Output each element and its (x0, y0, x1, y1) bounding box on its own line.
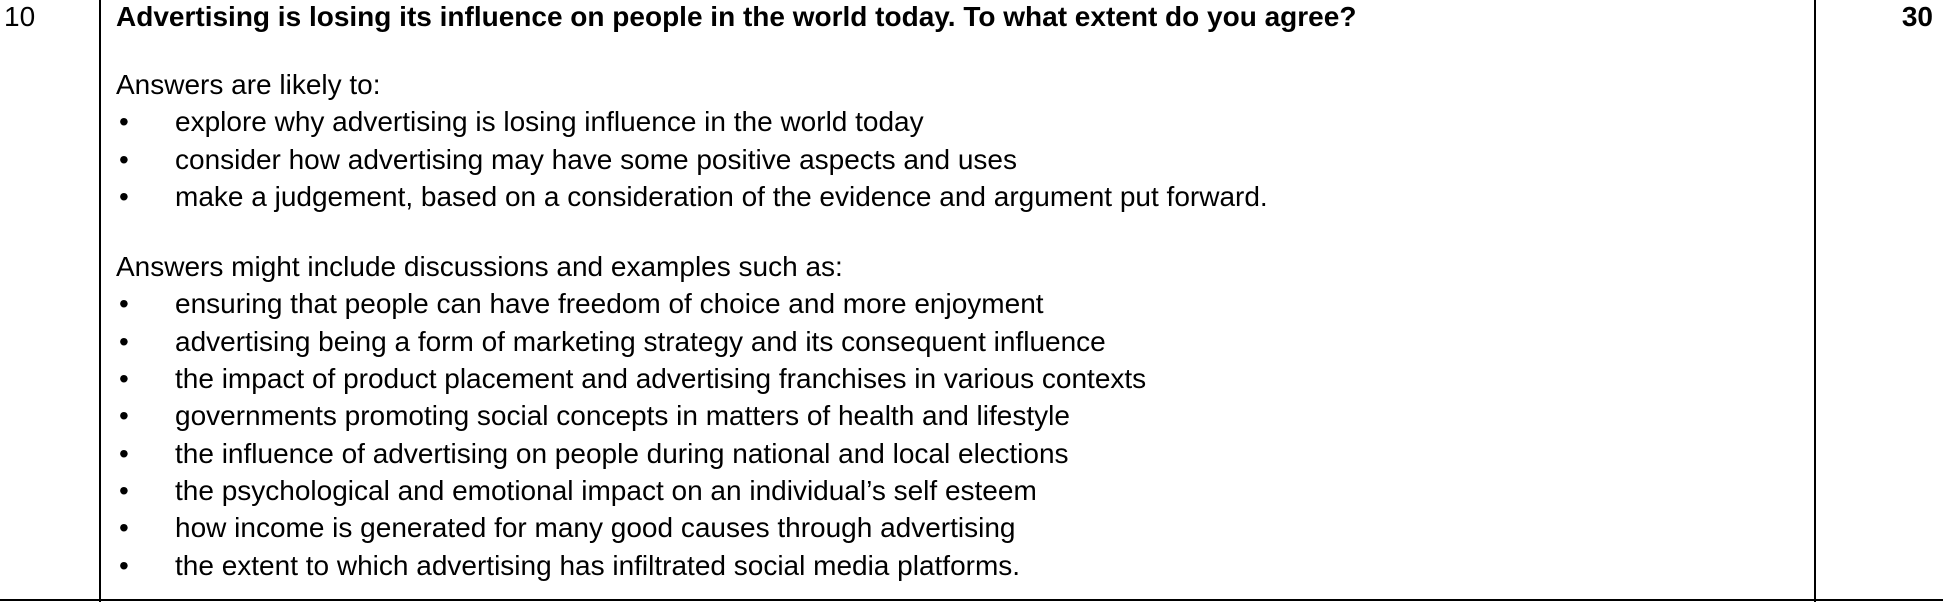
column-divider-left (99, 0, 101, 602)
list-item: • make a judgement, based on a considerat… (116, 178, 1796, 215)
list-item: • consider how advertising may have some … (116, 141, 1796, 178)
bullet-icon: • (119, 106, 129, 138)
list-item: • the psychological and emotional impact … (116, 472, 1796, 509)
list-item: • ensuring that people can have freedom o… (116, 285, 1796, 322)
likely-list: • explore why advertising is losing influ… (116, 103, 1796, 215)
bullet-icon: • (119, 549, 129, 581)
column-divider-right (1814, 0, 1816, 602)
list-item: • the influence of advertising on people … (116, 435, 1796, 472)
marks-value: 30 (1901, 1, 1933, 32)
list-item: • explore why advertising is losing influ… (116, 103, 1796, 140)
list-item: • the extent to which advertising has inf… (116, 547, 1796, 584)
list-item: • governments promoting social concepts i… (116, 397, 1796, 434)
list-item: • advertising being a form of marketing s… (116, 323, 1796, 360)
row-bottom-border (0, 599, 1943, 601)
bullet-icon: • (119, 143, 129, 175)
list-item: • how income is generated for many good c… (116, 509, 1796, 546)
likely-intro: Answers are likely to: (116, 69, 381, 100)
bullet-icon: • (119, 400, 129, 432)
bullet-icon: • (119, 325, 129, 357)
question-number: 10 (4, 1, 36, 32)
answer-guidance-cell: Advertising is losing its influence on p… (116, 0, 1796, 584)
include-list: • ensuring that people can have freedom o… (116, 285, 1796, 583)
include-intro: Answers might include discussions and ex… (116, 251, 843, 283)
bullet-icon: • (119, 474, 129, 506)
question-text: Advertising is losing its influence on p… (116, 1, 1357, 32)
list-item: • the impact of product placement and adv… (116, 360, 1796, 397)
bullet-icon: • (119, 512, 129, 544)
bullet-icon: • (119, 437, 129, 469)
bullet-icon: • (119, 288, 129, 320)
bullet-icon: • (119, 180, 129, 212)
bullet-icon: • (119, 363, 129, 395)
